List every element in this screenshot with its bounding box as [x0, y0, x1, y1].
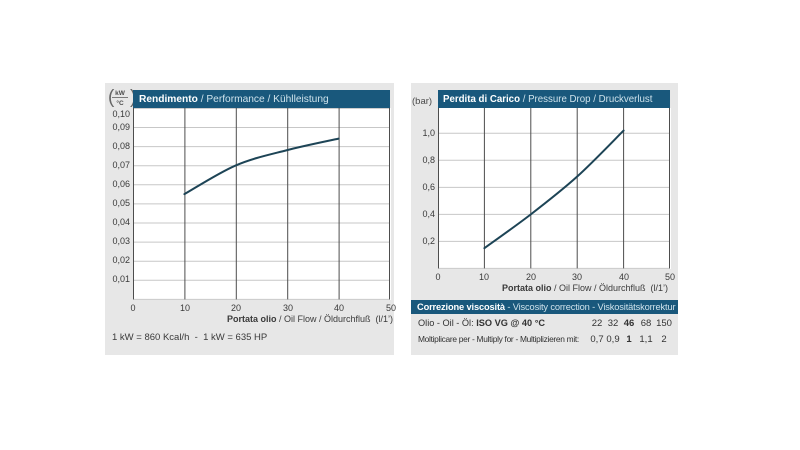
- svg-text:kW: kW: [115, 90, 126, 97]
- svg-text:°C: °C: [116, 99, 124, 107]
- svg-text:(bar): (bar): [412, 96, 432, 107]
